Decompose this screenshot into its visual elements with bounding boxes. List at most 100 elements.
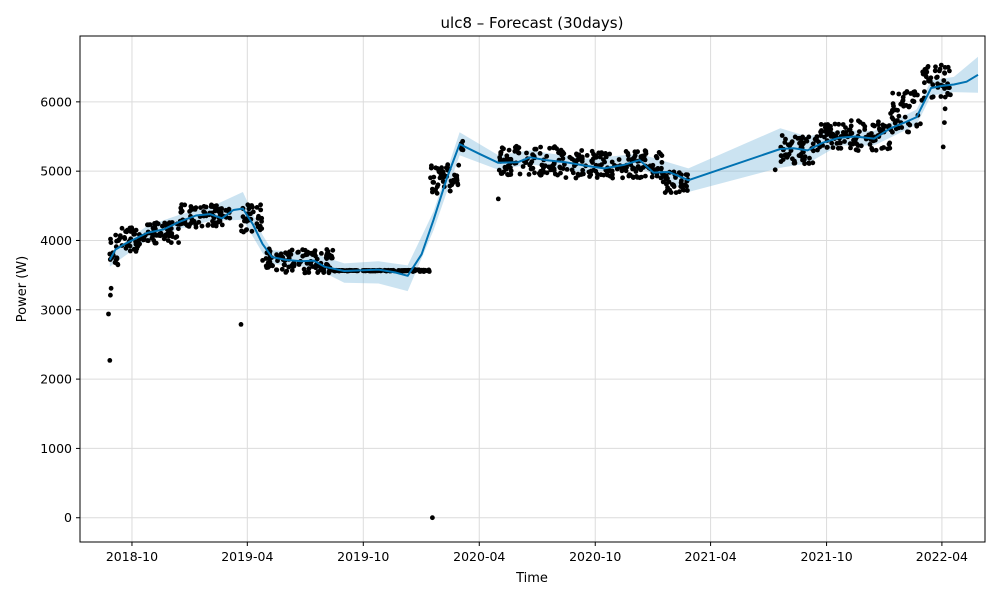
observed-point bbox=[589, 148, 595, 154]
x-tick-label: 2021-10 bbox=[800, 549, 852, 564]
observed-point bbox=[935, 81, 940, 87]
x-axis-ticks: 2018-10 2019-04 2019-10 2020-04 2020-10 2021-… bbox=[106, 542, 968, 564]
outlier-point bbox=[106, 311, 111, 317]
gridlines bbox=[80, 36, 985, 542]
observed-point bbox=[798, 153, 804, 159]
observed-point bbox=[947, 68, 952, 74]
observed-point bbox=[857, 129, 862, 135]
observed-point bbox=[591, 167, 597, 173]
y-tick-label: 6000 bbox=[40, 94, 72, 109]
x-axis-label: Time bbox=[515, 571, 548, 586]
observed-point bbox=[813, 138, 819, 143]
observed-point bbox=[263, 256, 269, 261]
observed-point bbox=[270, 263, 275, 269]
observed-point bbox=[636, 165, 642, 171]
observed-point bbox=[434, 190, 440, 196]
observed-point bbox=[673, 190, 679, 196]
observed-point bbox=[626, 157, 631, 162]
observed-point bbox=[301, 266, 307, 272]
observed-point bbox=[579, 159, 585, 164]
observed-point bbox=[610, 172, 615, 177]
observed-point bbox=[303, 252, 308, 258]
observed-point bbox=[843, 125, 848, 130]
observed-point bbox=[250, 204, 255, 210]
observed-point bbox=[896, 113, 902, 119]
observed-point bbox=[119, 225, 125, 231]
observed-point bbox=[127, 243, 133, 249]
observed-point bbox=[922, 89, 927, 94]
observed-point bbox=[210, 223, 216, 228]
observed-point bbox=[900, 94, 906, 100]
observed-point bbox=[600, 151, 606, 157]
observed-point bbox=[246, 206, 252, 212]
observed-point bbox=[836, 121, 842, 127]
observed-point bbox=[193, 205, 199, 211]
outlier-point bbox=[495, 196, 501, 202]
observed-point bbox=[643, 148, 649, 154]
observed-point bbox=[910, 98, 915, 104]
observed-point bbox=[848, 131, 854, 137]
observed-point bbox=[907, 103, 912, 109]
observed-point bbox=[593, 154, 599, 160]
observed-point bbox=[647, 163, 653, 169]
observed-point bbox=[851, 137, 856, 143]
observed-point bbox=[835, 145, 841, 151]
observed-point bbox=[685, 188, 690, 193]
observed-point bbox=[538, 172, 544, 178]
observed-points bbox=[106, 62, 953, 521]
outlier-point bbox=[940, 144, 946, 150]
observed-point bbox=[790, 156, 795, 162]
observed-point bbox=[918, 121, 923, 127]
observed-point bbox=[869, 146, 875, 151]
observed-point bbox=[942, 86, 947, 91]
observed-point bbox=[875, 122, 881, 127]
observed-point bbox=[563, 175, 569, 181]
observed-point bbox=[145, 238, 151, 244]
observed-point bbox=[508, 172, 514, 177]
observed-point bbox=[524, 150, 529, 156]
observed-point bbox=[151, 238, 157, 243]
observed-point bbox=[855, 148, 861, 153]
observed-point bbox=[245, 202, 251, 208]
observed-point bbox=[561, 151, 567, 157]
observed-point bbox=[163, 232, 169, 238]
observed-point bbox=[256, 213, 261, 219]
observed-point bbox=[312, 250, 317, 256]
observed-point bbox=[915, 92, 920, 98]
observed-point bbox=[315, 269, 321, 274]
observed-point bbox=[254, 205, 260, 210]
observed-point bbox=[324, 261, 329, 267]
observed-point bbox=[607, 151, 612, 157]
forecast-line-path bbox=[108, 73, 979, 277]
observed-point bbox=[783, 152, 789, 158]
observed-point bbox=[914, 123, 920, 129]
observed-point bbox=[637, 175, 643, 181]
observed-point bbox=[937, 66, 943, 72]
observed-point bbox=[818, 129, 823, 135]
outlier-point bbox=[238, 322, 244, 327]
outlier-point bbox=[942, 106, 948, 112]
observed-point bbox=[640, 153, 645, 159]
observed-point bbox=[886, 141, 892, 147]
observed-point bbox=[569, 156, 575, 162]
observed-point bbox=[250, 209, 256, 215]
outlier-point bbox=[108, 285, 114, 291]
observed-point bbox=[147, 222, 153, 228]
observed-point bbox=[191, 218, 197, 224]
observed-point bbox=[579, 171, 585, 177]
observed-point bbox=[890, 90, 896, 96]
observed-point bbox=[625, 150, 631, 156]
y-axis-label: Power (W) bbox=[15, 256, 30, 322]
observed-point bbox=[569, 167, 575, 173]
observed-point bbox=[504, 166, 509, 172]
observed-point bbox=[679, 178, 684, 184]
observed-point bbox=[902, 91, 908, 96]
observed-point bbox=[505, 172, 510, 177]
observed-point bbox=[314, 256, 320, 262]
observed-point bbox=[152, 221, 157, 226]
observed-point bbox=[574, 151, 579, 157]
observed-point bbox=[620, 175, 625, 181]
forecast-line bbox=[108, 73, 979, 277]
observed-point bbox=[920, 69, 926, 75]
observed-point bbox=[870, 138, 876, 144]
